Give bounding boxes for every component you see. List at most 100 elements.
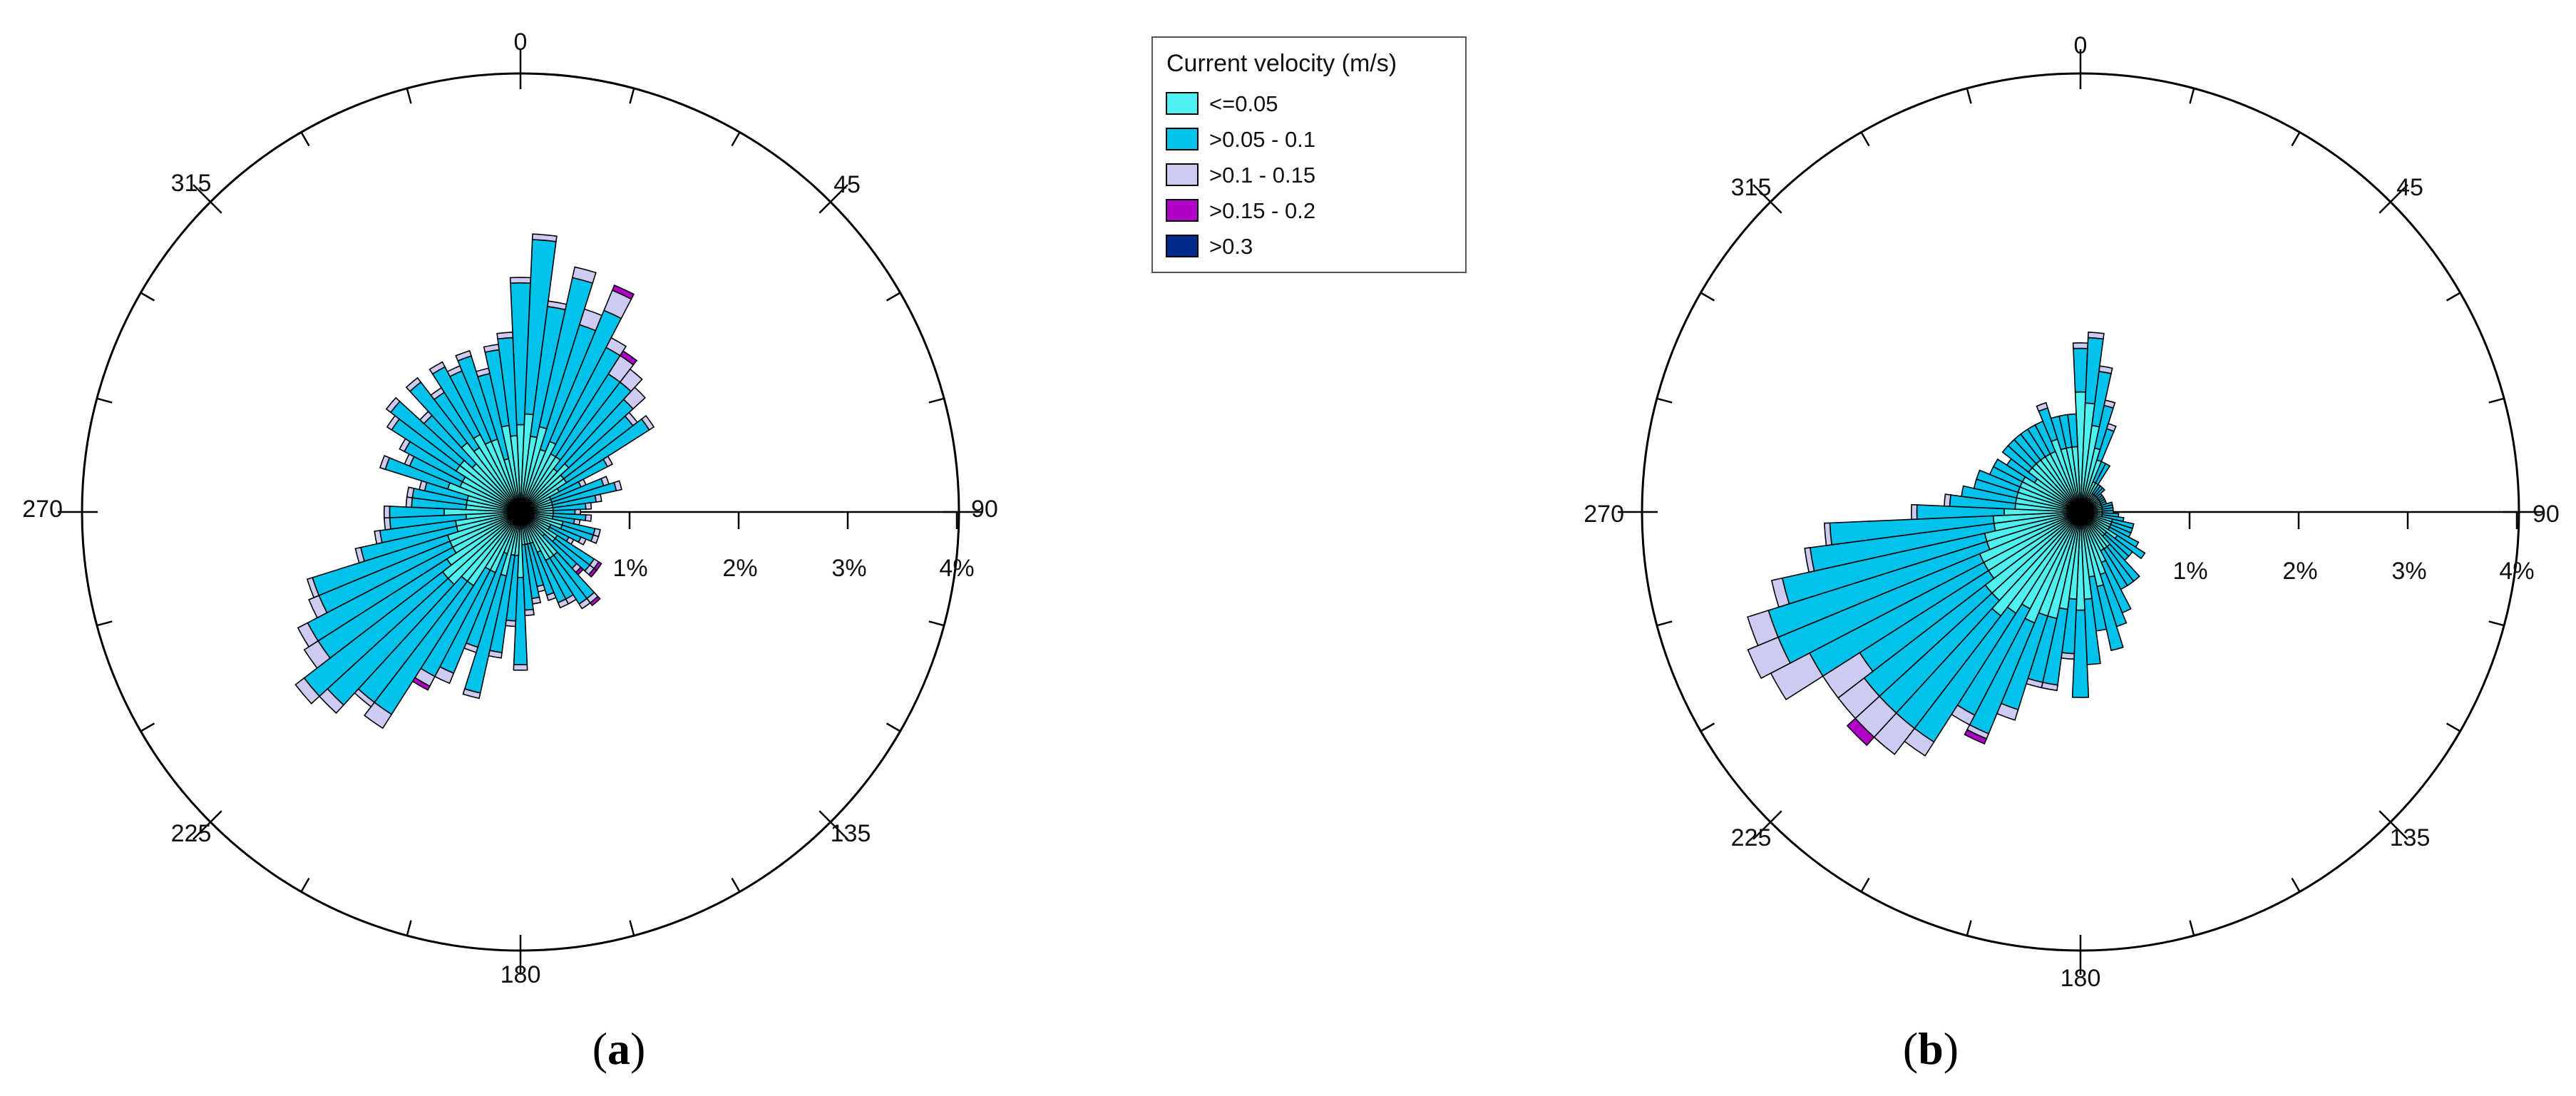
rose-petal	[613, 480, 622, 492]
compass-tick	[1966, 88, 1972, 104]
rose-petal	[619, 350, 638, 366]
compass-tick	[406, 920, 412, 936]
compass-tick	[406, 88, 412, 104]
rose-petal	[1770, 577, 1790, 608]
compass-tick	[96, 620, 113, 627]
compass-tick	[1656, 397, 1673, 404]
compass-tick	[2379, 201, 2391, 214]
rose-petal	[602, 455, 614, 468]
direction-ray	[193, 821, 212, 840]
rose-petal	[385, 396, 401, 414]
rose-petal	[605, 337, 627, 357]
rose-petal	[587, 568, 597, 578]
percent-label-4: 4%	[2499, 558, 2534, 585]
rose-petal	[1804, 547, 1815, 573]
rose-petal	[578, 536, 587, 546]
compass-tick	[1770, 810, 1782, 823]
compass-tick	[2446, 292, 2461, 302]
rose-petal	[379, 454, 391, 471]
legend-swatch	[1166, 199, 1199, 222]
rose-radial-axis	[2080, 511, 2518, 529]
direction-label-180: 180	[2061, 965, 2101, 992]
rose-petal	[2103, 399, 2116, 409]
rose-petal	[374, 530, 383, 545]
rose-petal	[308, 595, 328, 619]
direction-ray	[829, 821, 848, 840]
legend-label: >0.15 - 0.2	[1209, 198, 1315, 223]
compass-tick	[2189, 88, 2195, 104]
legend-swatch	[1166, 235, 1199, 257]
legend-box	[1151, 36, 1467, 273]
rose-petal	[2072, 342, 2089, 349]
rose-petal	[1992, 458, 2026, 483]
direction-label-315: 315	[1731, 174, 1772, 201]
rose-petal	[462, 688, 481, 700]
percent-label-1: 1%	[612, 555, 647, 582]
legend-title: Current velocity (m/s)	[1166, 50, 1397, 77]
rose-petal	[306, 577, 320, 599]
compass-tick	[731, 131, 741, 147]
rose-petal	[2067, 413, 2078, 448]
rose-petal	[294, 677, 321, 705]
percent-label-3: 3%	[831, 555, 866, 582]
rose-petal	[405, 377, 422, 392]
rose-petal	[2095, 463, 2111, 486]
percent-label-3: 3%	[2391, 558, 2426, 585]
rose-petal	[2036, 401, 2048, 412]
rose-petal	[1944, 493, 1951, 507]
legend-label: <=0.05	[1209, 91, 1278, 116]
rose-petal	[2098, 365, 2113, 374]
rose-petal	[509, 277, 532, 284]
rose-petal	[354, 546, 366, 564]
compass-tick	[2291, 877, 2301, 893]
direction-label-90: 90	[971, 496, 998, 523]
compass-tick	[629, 920, 635, 936]
rose-petal	[406, 486, 415, 498]
compass-tick	[1700, 722, 1715, 732]
direction-label-0: 0	[2074, 32, 2088, 59]
legend-label: >0.1 - 0.15	[1209, 163, 1315, 188]
rose-petal	[384, 517, 391, 531]
compass-tick	[928, 620, 945, 627]
rose-petal	[297, 622, 319, 648]
compass-tick	[2488, 620, 2505, 627]
rose-petal	[557, 598, 570, 609]
direction-label-90: 90	[2533, 501, 2560, 528]
legend-items: <=0.05 >0.05 - 0.1 >0.1 - 0.15 >0.15 - 0.2 >…	[1166, 91, 1315, 259]
compass-tick	[140, 292, 155, 302]
rose-petal	[1964, 729, 1988, 745]
compass-tick	[886, 722, 901, 732]
direction-ray	[1753, 821, 1772, 840]
direction-label-45: 45	[833, 171, 861, 198]
legend: Current velocity (m/s) <=0.05 >0.05 - 0.1…	[1151, 36, 1467, 273]
direction-label-0: 0	[514, 29, 528, 56]
rose-petal	[496, 331, 514, 340]
rose-petal	[611, 284, 635, 300]
panel-label-a: (a)	[592, 1023, 646, 1074]
panel-label-b: (b)	[1903, 1023, 1959, 1074]
rose-panel-a: 0 45 90 135 180 225 270 315 1% 2% 3% 4% …	[22, 29, 998, 1074]
percent-label-2: 2%	[722, 555, 757, 582]
compass-tick	[1860, 131, 1870, 147]
rose-petal	[2087, 331, 2105, 340]
rose-petal	[622, 386, 646, 410]
direction-label-225: 225	[171, 820, 212, 847]
compass-tick	[300, 877, 310, 893]
rose-petal	[1823, 522, 1833, 546]
rose-petal	[585, 514, 592, 522]
direction-label-270: 270	[1584, 501, 1624, 528]
compass-tick	[300, 131, 310, 147]
rose-percent-labels: 1% 2% 3% 4%	[612, 555, 974, 582]
percent-label-4: 4%	[939, 555, 974, 582]
compass-tick	[629, 88, 635, 104]
rose-petal	[1976, 469, 2021, 493]
direction-label-135: 135	[2390, 824, 2431, 851]
compass-tick	[819, 201, 831, 214]
rose-petal	[513, 664, 528, 671]
legend-swatch	[1166, 128, 1199, 150]
rose-petal	[1747, 610, 1779, 647]
rose-petal	[574, 508, 581, 516]
compass-tick	[1860, 877, 1870, 893]
compass-tick	[2379, 810, 2391, 823]
rose-petal	[589, 595, 601, 607]
